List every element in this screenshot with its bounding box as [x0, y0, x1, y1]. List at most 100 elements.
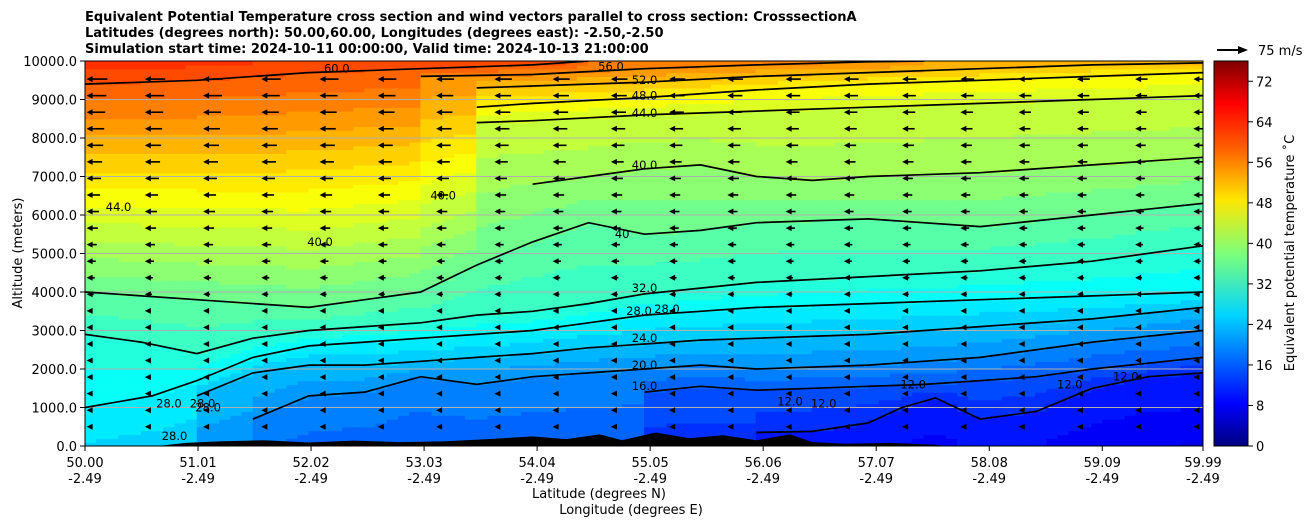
field-cell	[431, 195, 444, 201]
field-cell	[252, 76, 265, 81]
field-cell	[409, 245, 421, 251]
field-cell	[219, 215, 231, 220]
field-cell	[275, 130, 287, 135]
field-cell	[532, 153, 544, 158]
field-cell	[263, 415, 276, 420]
field-cell	[230, 272, 243, 278]
field-cell	[275, 238, 287, 243]
field-cell	[398, 280, 410, 285]
field-cell	[185, 95, 198, 101]
field-cell	[431, 380, 444, 385]
field-cell	[129, 211, 142, 216]
field-cell	[409, 141, 421, 147]
field-cell	[576, 311, 589, 316]
field-cell	[409, 349, 421, 355]
field-cell	[241, 184, 254, 189]
field-cell	[532, 218, 544, 224]
field-cell	[621, 145, 634, 151]
field-cell	[152, 307, 164, 312]
field-cell	[118, 295, 131, 301]
field-cell	[308, 349, 321, 355]
field-cell	[588, 249, 600, 255]
field-cell	[554, 215, 567, 220]
field-cell	[185, 276, 198, 282]
field-cell	[252, 265, 265, 270]
field-cell	[364, 353, 377, 359]
field-cell	[163, 438, 176, 443]
field-cell	[207, 426, 220, 432]
field-cell	[319, 122, 332, 128]
field-cell	[319, 84, 332, 89]
field-cell	[621, 430, 634, 436]
field-cell	[476, 230, 489, 235]
field-cell	[196, 322, 209, 328]
field-cell	[398, 215, 410, 220]
field-cell	[185, 330, 198, 335]
field-cell	[252, 345, 265, 351]
field-cell	[319, 299, 332, 305]
field-cell	[286, 99, 299, 104]
field-cell	[599, 176, 612, 181]
field-cell	[163, 180, 176, 185]
field-cell	[543, 334, 556, 339]
field-cell	[252, 72, 265, 77]
field-cell	[342, 326, 354, 332]
field-cell	[498, 157, 511, 162]
field-cell	[275, 114, 287, 120]
field-cell	[599, 276, 612, 282]
field-cell	[140, 114, 153, 120]
field-cell	[554, 326, 567, 332]
field-cell	[543, 72, 556, 77]
field-cell	[342, 292, 354, 297]
field-cell	[453, 249, 466, 255]
field-cell	[342, 164, 354, 170]
field-cell	[599, 353, 612, 359]
field-cell	[107, 384, 120, 389]
field-cell	[599, 188, 612, 193]
field-cell	[286, 168, 299, 174]
field-cell	[386, 172, 399, 178]
field-cell	[319, 318, 332, 324]
field-cell	[621, 268, 634, 274]
field-cell	[174, 87, 187, 93]
field-cell	[509, 292, 522, 297]
field-cell	[297, 357, 310, 362]
field-cell	[241, 141, 254, 147]
field-cell	[297, 361, 310, 366]
field-cell	[107, 338, 120, 343]
field-cell	[498, 61, 511, 66]
field-cell	[543, 430, 556, 436]
field-cell	[632, 411, 645, 416]
field-cell	[230, 238, 243, 243]
field-cell	[286, 249, 299, 255]
field-cell	[174, 438, 187, 443]
field-cell	[152, 276, 164, 282]
field-cell	[509, 407, 522, 412]
field-cell	[319, 322, 332, 328]
field-cell	[386, 438, 399, 443]
field-cell	[487, 226, 500, 231]
field-cell	[129, 249, 142, 255]
field-cell	[476, 134, 489, 139]
field-cell	[621, 361, 634, 366]
field-cell	[364, 318, 377, 324]
field-cell	[241, 226, 254, 231]
field-cell	[85, 265, 97, 270]
field-cell	[129, 61, 142, 66]
field-cell	[476, 265, 489, 270]
field-cell	[230, 380, 243, 385]
field-cell	[129, 107, 142, 112]
field-cell	[621, 111, 634, 116]
field-cell	[431, 111, 444, 116]
field-cell	[230, 384, 243, 389]
field-cell	[118, 253, 131, 258]
field-cell	[85, 184, 97, 189]
field-cell	[364, 395, 377, 401]
field-cell	[588, 276, 600, 282]
field-cell	[342, 438, 354, 443]
field-cell	[96, 145, 108, 151]
field-cell	[476, 215, 489, 220]
field-cell	[576, 272, 589, 278]
field-cell	[241, 157, 254, 162]
field-cell	[185, 68, 198, 74]
